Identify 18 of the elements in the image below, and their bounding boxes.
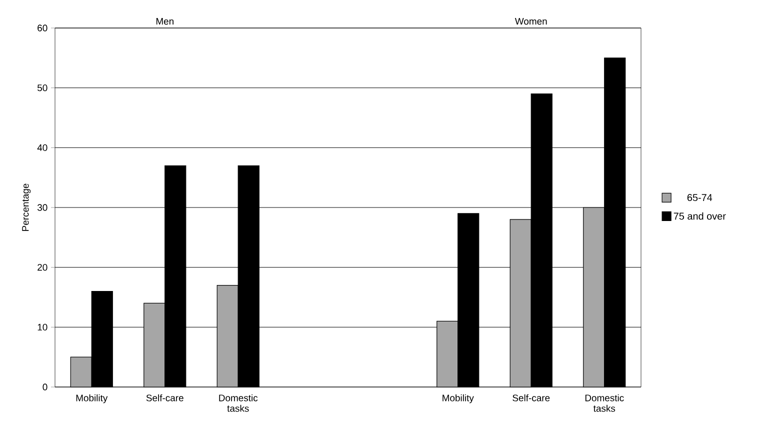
x-tick-label: Self-care	[512, 394, 550, 402]
y-axis-title: Percentage	[22, 184, 31, 231]
x-tick-label: Domestic tasks	[219, 394, 258, 412]
y-tick-label: 30	[37, 204, 48, 211]
text: Women	[514, 18, 547, 25]
x-tick-label: Self-care	[146, 394, 184, 402]
y-tick-label: 10	[38, 324, 48, 331]
x-tick-label: Mobility	[442, 394, 474, 404]
y-tick-label: 0	[42, 384, 48, 390]
x-tick-label: Mobility	[76, 394, 108, 404]
y-tick-label: 50	[37, 84, 48, 92]
y-tick-label: 40	[37, 144, 48, 152]
legend-label: 75 and over	[674, 212, 726, 220]
text: Men	[156, 18, 174, 25]
y-tick-label: 60	[38, 24, 48, 32]
y-tick-label: 20	[38, 264, 48, 271]
legend-label: 65-74	[687, 194, 712, 202]
x-tick-label: Domestic tasks	[585, 394, 624, 412]
